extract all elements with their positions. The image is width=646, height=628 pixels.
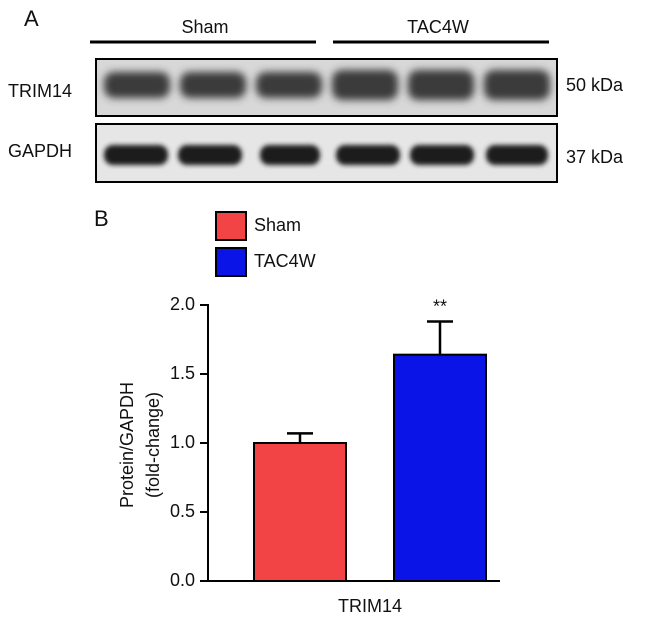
legend-label: TAC4W <box>254 251 316 271</box>
group-label: TAC4W <box>407 17 469 37</box>
annotation: ** <box>433 296 447 316</box>
y-tick-label: 0.0 <box>170 570 195 590</box>
size-label: 37 kDa <box>566 147 624 167</box>
error-bar <box>427 320 453 355</box>
y-axis-label: Protein/GAPDH <box>117 382 137 508</box>
panel-label: B <box>94 206 109 231</box>
y-axis-label: (fold-change) <box>143 392 163 498</box>
y-tick-label: 2.0 <box>170 294 195 314</box>
error-bar <box>287 432 313 443</box>
legend-swatch <box>215 247 247 277</box>
blot-gapdh <box>95 123 558 183</box>
y-tick-label: 1.0 <box>170 432 195 452</box>
group-label: Sham <box>181 17 228 37</box>
blot-trim14 <box>95 58 558 117</box>
x-tick-label: TRIM14 <box>338 596 402 616</box>
bar <box>253 442 347 582</box>
y-tick-label: 1.5 <box>170 363 195 383</box>
row-label: TRIM14 <box>8 81 72 101</box>
row-label: GAPDH <box>8 141 72 161</box>
bar <box>393 353 487 582</box>
y-tick-label: 0.5 <box>170 501 195 521</box>
legend-swatch <box>215 211 247 241</box>
size-label: 50 kDa <box>566 75 624 95</box>
panel-label: A <box>24 6 39 31</box>
legend-label: Sham <box>254 215 301 235</box>
